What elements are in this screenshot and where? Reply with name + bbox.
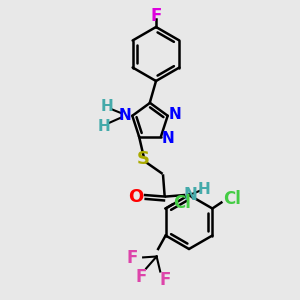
Text: N: N — [183, 186, 197, 204]
Text: O: O — [128, 188, 143, 206]
Text: S: S — [137, 150, 150, 168]
Text: F: F — [135, 268, 146, 286]
Text: N: N — [169, 107, 182, 122]
Text: F: F — [127, 249, 138, 267]
Text: H: H — [100, 99, 113, 114]
Text: N: N — [118, 108, 131, 123]
Text: Cl: Cl — [223, 190, 241, 208]
Text: Cl: Cl — [173, 194, 191, 212]
Text: F: F — [150, 7, 162, 25]
Text: H: H — [98, 119, 110, 134]
Text: H: H — [197, 182, 210, 197]
Text: N: N — [162, 130, 175, 146]
Text: F: F — [159, 271, 171, 289]
